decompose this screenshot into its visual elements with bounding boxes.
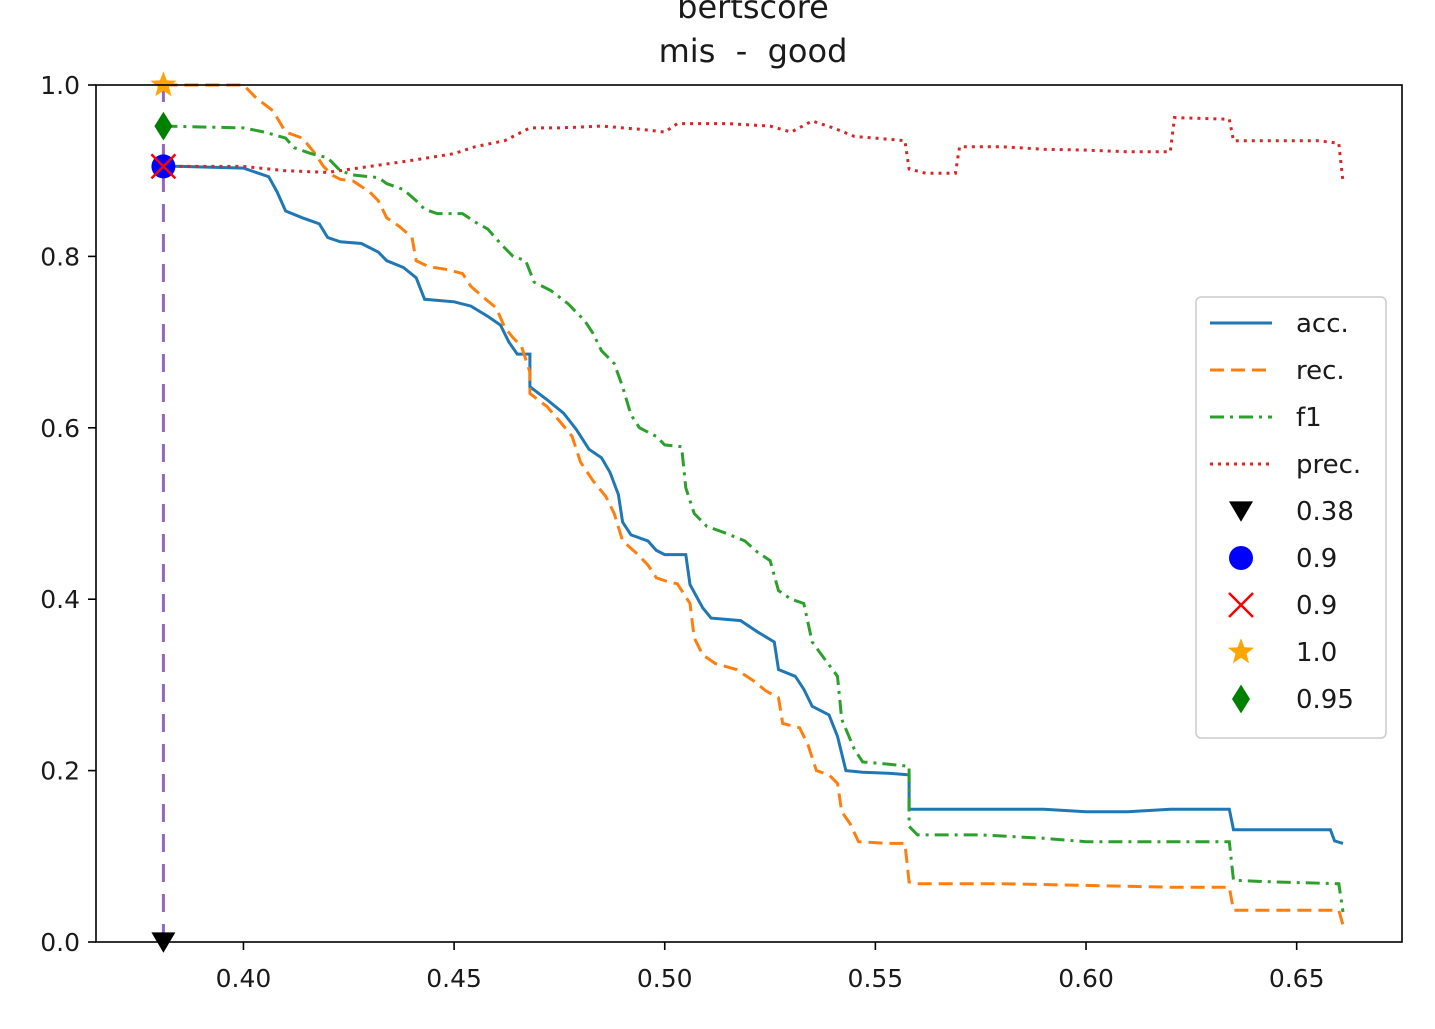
marker-star-3 [150, 71, 177, 97]
x-tick-label: 0.65 [1269, 964, 1325, 993]
legend-label: 0.9 [1296, 544, 1337, 574]
legend-marker-star [1227, 638, 1255, 664]
y-tick-label: 0.2 [40, 757, 80, 786]
y-tick-label: 1.0 [40, 71, 80, 100]
series-line-f1 [163, 124, 1345, 913]
plot-area [150, 71, 1345, 953]
marker-diamond-4 [154, 111, 173, 141]
legend-marker-x [1228, 592, 1254, 618]
marker-x-2 [150, 153, 177, 180]
series-line-rec [163, 83, 1345, 926]
y-tick-label: 0.8 [40, 242, 80, 271]
legend: acc. rec. f1 prec. 0.38 0.9 0.9 1.0 0.95 [1195, 296, 1387, 739]
legend-label: 1.0 [1296, 638, 1337, 668]
legend-marker-triangle-down [1229, 501, 1253, 522]
series-line-acc [163, 164, 1344, 845]
chart-title: bertscore [677, 0, 829, 26]
legend-box [1195, 296, 1387, 739]
legend-label: 0.95 [1296, 685, 1354, 715]
x-tick-label: 0.45 [426, 964, 482, 993]
y-tick-label: 0.0 [40, 928, 80, 957]
legend-label: 0.38 [1296, 497, 1354, 527]
legend-label: acc. [1296, 309, 1349, 339]
x-tick-label: 0.40 [216, 964, 272, 993]
chart-subtitle: mis - good [659, 32, 848, 70]
legend-label: f1 [1296, 403, 1322, 433]
legend-label: prec. [1296, 450, 1361, 480]
x-tick-label: 0.50 [637, 964, 693, 993]
legend-label: rec. [1296, 356, 1345, 386]
y-tick-label: 0.4 [40, 585, 80, 614]
axis-ticks: 0.40 0.45 0.50 0.55 0.60 0.65 0.0 0.2 0.4 0.6 0.8 1… [40, 71, 1324, 993]
x-tick-label: 0.55 [848, 964, 904, 993]
y-tick-label: 0.6 [40, 414, 80, 443]
axes-frame [95, 84, 1403, 943]
legend-marker-circle [1229, 546, 1253, 570]
legend-marker-diamond [1232, 684, 1250, 714]
legend-label: 0.9 [1296, 591, 1337, 621]
x-tick-label: 0.60 [1058, 964, 1114, 993]
